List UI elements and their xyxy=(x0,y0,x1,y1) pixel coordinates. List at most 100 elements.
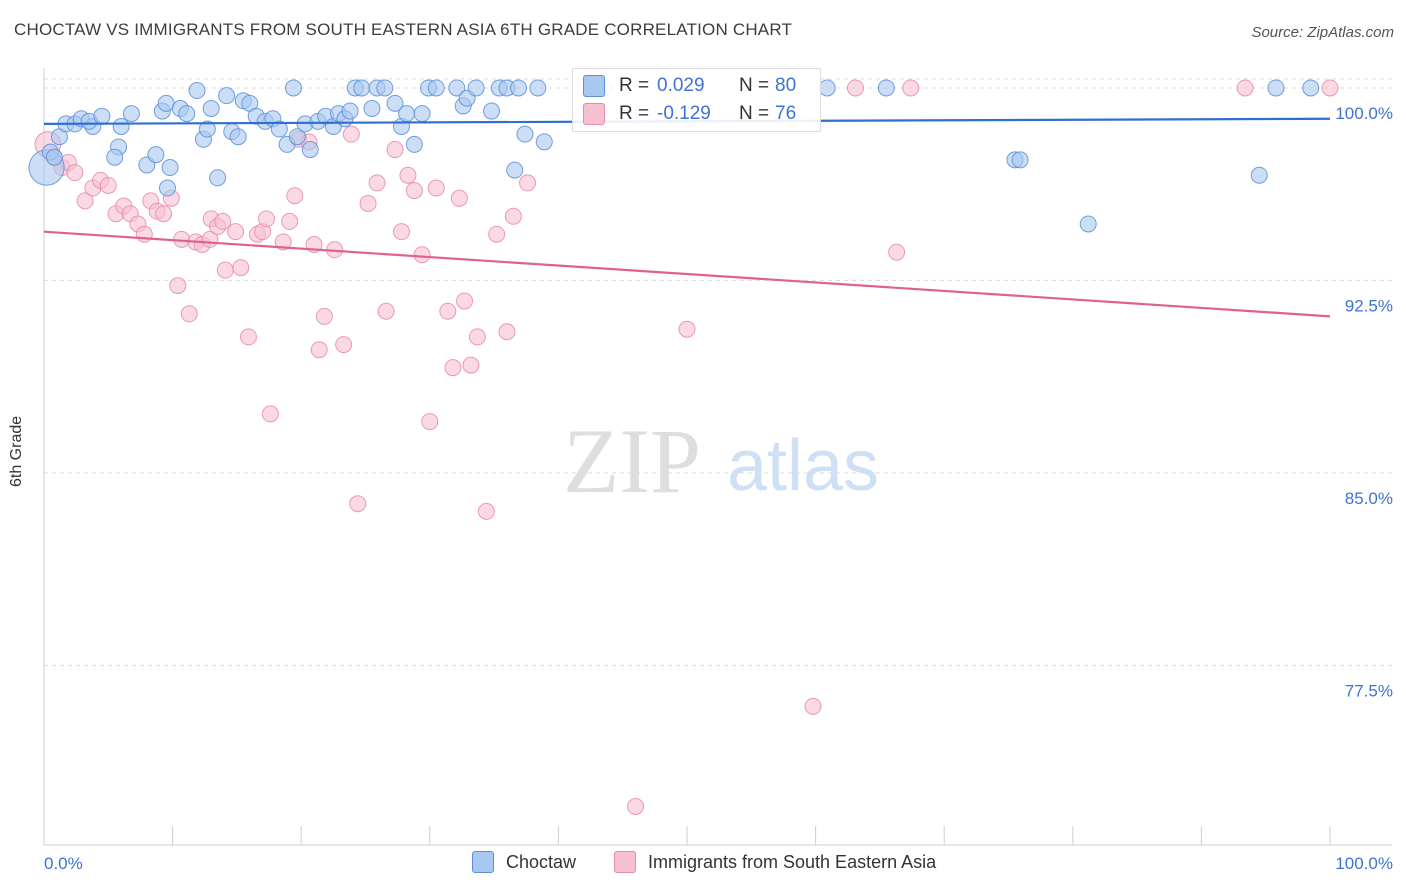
data-point-immigrants xyxy=(286,187,304,205)
data-point-choctaw xyxy=(122,105,140,123)
trend-line-immigrants xyxy=(43,230,1331,318)
data-point-immigrants xyxy=(421,413,439,431)
data-point-choctaw xyxy=(386,94,404,112)
y-tick-label: 92.5% xyxy=(1345,296,1393,315)
data-point-choctaw xyxy=(1267,79,1285,97)
data-point-choctaw xyxy=(1302,79,1320,97)
data-point-choctaw xyxy=(158,179,176,197)
data-point-choctaw xyxy=(398,105,416,123)
chart-title: CHOCTAW VS IMMIGRANTS FROM SOUTH EASTERN… xyxy=(14,20,793,39)
bottom-legend-label: Choctaw xyxy=(506,851,577,872)
data-point-immigrants xyxy=(342,125,360,143)
data-point-choctaw xyxy=(483,102,501,120)
grid-lines xyxy=(44,78,1392,666)
data-point-choctaw xyxy=(284,79,302,97)
data-point-immigrants xyxy=(239,328,257,346)
data-point-immigrants xyxy=(405,182,423,200)
data-point-immigrants xyxy=(214,212,232,230)
data-point-immigrants xyxy=(627,798,645,816)
y-tick-label: 100.0% xyxy=(1335,104,1393,123)
axes xyxy=(43,68,1392,846)
data-point-choctaw xyxy=(1250,166,1268,184)
data-point-immigrants xyxy=(335,336,353,354)
data-point-choctaw xyxy=(301,141,319,159)
legend-row-choctaw: R = 0.029 N = 80 xyxy=(583,73,796,99)
data-point-choctaw xyxy=(157,94,175,112)
data-point-choctaw xyxy=(363,99,381,117)
data-point-immigrants xyxy=(498,323,516,341)
data-point-choctaw xyxy=(506,161,524,179)
data-point-choctaw xyxy=(202,99,220,117)
data-point-choctaw xyxy=(535,133,553,151)
data-point-choctaw xyxy=(209,169,227,187)
data-point-immigrants xyxy=(504,207,522,225)
data-point-immigrants xyxy=(488,225,506,243)
data-point-immigrants xyxy=(66,164,84,182)
data-point-choctaw xyxy=(516,125,534,143)
data-point-choctaw xyxy=(1079,215,1097,233)
legend-row-immigrants: R = -0.129 N = 76 xyxy=(583,101,796,127)
y-tick-label: 85.0% xyxy=(1345,489,1393,508)
data-point-immigrants xyxy=(439,302,457,320)
data-point-immigrants xyxy=(804,697,822,715)
data-point-choctaw xyxy=(178,105,196,123)
legend-n-value: 76 xyxy=(775,103,797,124)
bottom-legend-choctaw: Choctaw xyxy=(472,851,576,873)
data-point-choctaw xyxy=(106,148,124,166)
data-point-choctaw xyxy=(413,105,431,123)
data-point-immigrants xyxy=(359,194,377,212)
data-point-immigrants xyxy=(315,307,333,325)
data-point-immigrants xyxy=(281,212,299,230)
data-point-choctaw xyxy=(1011,151,1029,169)
data-point-immigrants xyxy=(310,341,328,359)
data-point-immigrants xyxy=(377,302,395,320)
data-point-immigrants xyxy=(155,205,173,223)
data-point-immigrants xyxy=(216,261,234,279)
data-point-immigrants xyxy=(227,223,245,241)
data-point-choctaw xyxy=(198,120,216,138)
watermark-zip: ZIP xyxy=(563,410,701,512)
data-point-choctaw xyxy=(376,79,394,97)
data-point-immigrants xyxy=(456,292,474,310)
data-point-choctaw xyxy=(218,87,236,105)
data-point-choctaw xyxy=(529,79,547,97)
data-point-immigrants xyxy=(450,189,468,207)
legend-swatch-pink xyxy=(583,103,605,125)
data-point-choctaw xyxy=(147,146,165,164)
legend-n-value: 80 xyxy=(775,75,797,96)
bottom-legend-label: Immigrants from South Eastern Asia xyxy=(648,851,937,872)
bottom-legend-swatch-blue xyxy=(472,851,494,873)
data-point-immigrants xyxy=(399,166,417,184)
correlation-legend: R = 0.029 N = 80 R = -0.129 N = 76 xyxy=(572,68,821,132)
source-label: Source: ZipAtlas.com xyxy=(1251,24,1394,41)
watermark: ZIP atlas xyxy=(563,410,879,512)
data-point-choctaw xyxy=(93,107,111,125)
data-point-immigrants xyxy=(1321,79,1339,97)
data-point-choctaw xyxy=(353,79,371,97)
x-tick-label-max: 100.0% xyxy=(1335,854,1393,873)
data-point-immigrants xyxy=(519,174,537,192)
data-point-immigrants xyxy=(427,179,445,197)
bottom-legend-immigrants: Immigrants from South Eastern Asia xyxy=(614,851,936,873)
data-point-choctaw xyxy=(427,79,445,97)
data-point-choctaw xyxy=(45,148,63,166)
watermark-atlas: atlas xyxy=(727,426,879,506)
legend-n-label: N = xyxy=(739,75,770,96)
data-point-choctaw xyxy=(161,159,179,177)
data-point-choctaw xyxy=(188,82,206,100)
x-tick-label-min: 0.0% xyxy=(44,854,83,873)
data-point-immigrants xyxy=(462,356,480,374)
data-point-choctaw xyxy=(270,120,288,138)
data-point-immigrants xyxy=(477,502,495,520)
data-point-choctaw xyxy=(467,79,485,97)
data-point-immigrants xyxy=(393,223,411,241)
y-tick-label: 77.5% xyxy=(1345,681,1393,700)
data-point-immigrants xyxy=(444,359,462,377)
legend-r-label: R = xyxy=(619,75,650,96)
data-point-choctaw xyxy=(818,79,836,97)
data-point-immigrants xyxy=(888,243,906,261)
data-point-immigrants xyxy=(99,176,117,194)
data-point-choctaw xyxy=(229,128,247,146)
data-point-immigrants xyxy=(257,210,275,228)
data-point-immigrants xyxy=(274,233,292,251)
